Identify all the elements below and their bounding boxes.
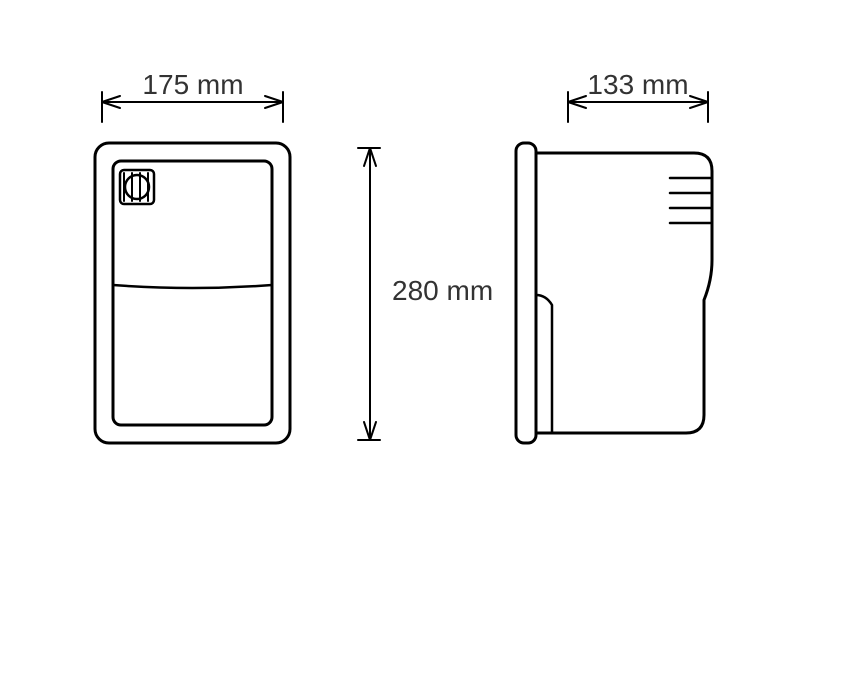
side-view bbox=[516, 143, 712, 443]
dim-height: 280 mm bbox=[358, 148, 493, 440]
dim-height-label: 280 mm bbox=[392, 275, 493, 306]
sensor-lens bbox=[125, 175, 149, 199]
dim-depth: 133 mm bbox=[568, 69, 708, 122]
front-view bbox=[95, 143, 290, 443]
dim-width: 175 mm bbox=[102, 69, 283, 122]
side-body-outline bbox=[536, 153, 712, 433]
dim-width-label: 175 mm bbox=[142, 69, 243, 100]
side-panel-line bbox=[536, 295, 552, 433]
dim-depth-label: 133 mm bbox=[587, 69, 688, 100]
side-flange bbox=[516, 143, 536, 443]
